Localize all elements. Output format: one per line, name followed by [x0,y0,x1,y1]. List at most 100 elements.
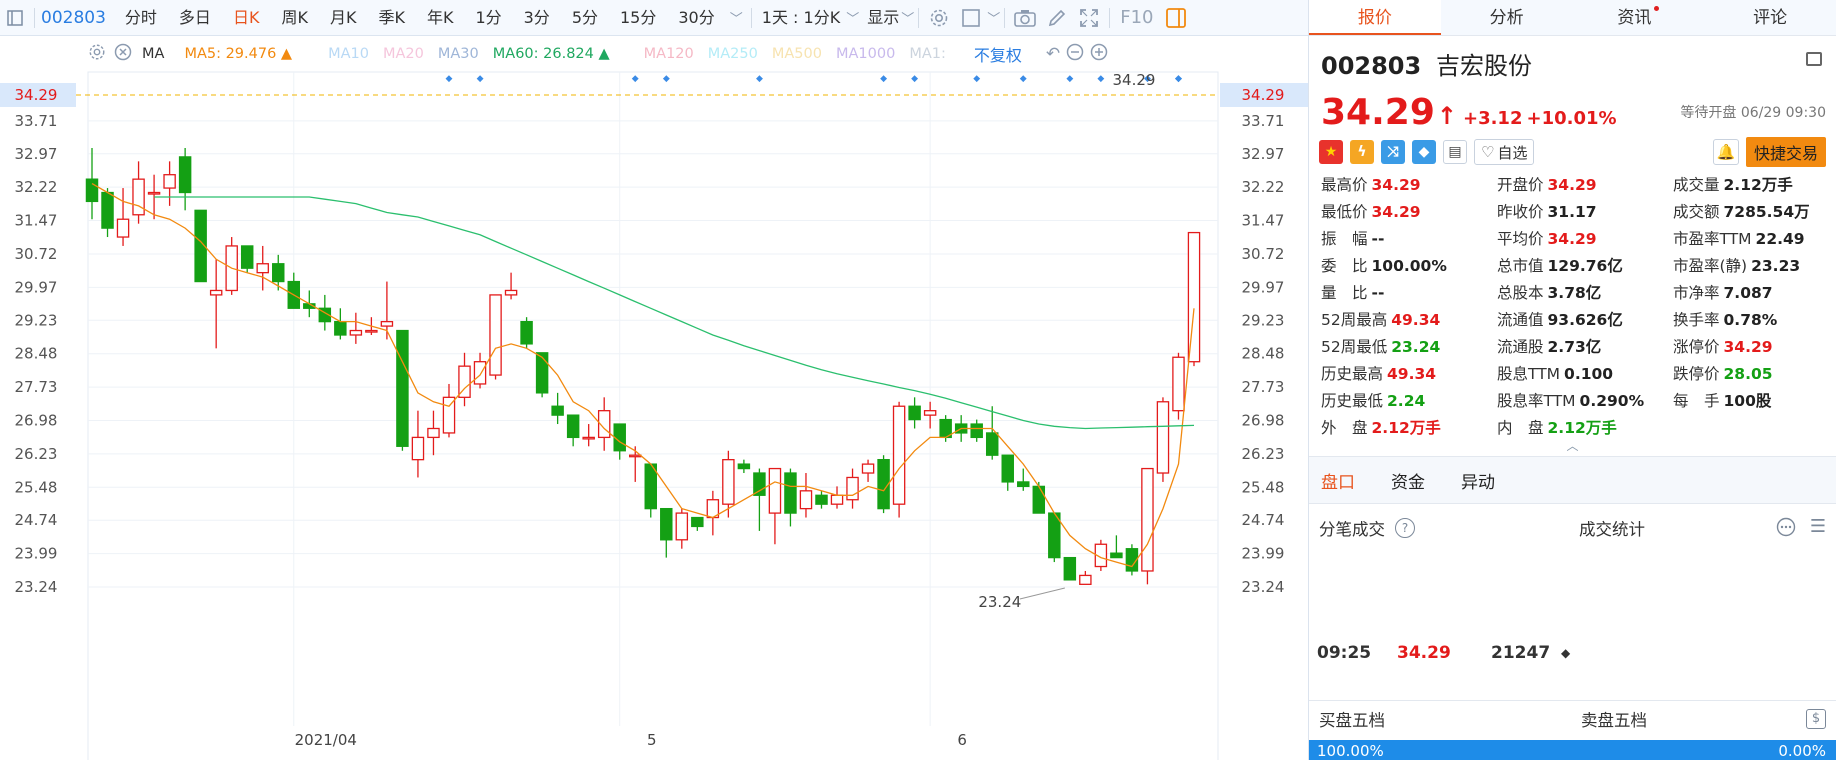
ticks-title[interactable]: 分笔成交 [1319,520,1385,539]
more-icon[interactable] [1776,517,1796,541]
ma-label[interactable]: MA [142,46,165,62]
close-icon[interactable] [114,43,132,65]
fullscreen-icon[interactable] [1073,0,1105,36]
tab-analysis[interactable]: 分析 [1489,8,1524,28]
quick-trade-button[interactable]: 快捷交易 [1745,137,1826,167]
stat-label: 市净率 [1673,284,1720,302]
pen-draw-icon[interactable] [1041,0,1073,36]
quote-code: 002803 [1321,52,1422,80]
help-icon[interactable]: ? [1395,518,1415,538]
candle-body [815,494,828,505]
chevron-down-icon[interactable]: ﹀ [901,12,915,27]
bell-icon[interactable]: 🔔 [1712,139,1739,165]
period-tab-5min[interactable]: 5分 [571,7,598,27]
list-icon[interactable]: ☰ [1809,516,1826,537]
divider [34,7,35,28]
panel-toggle-icon[interactable] [1160,0,1192,36]
period-tab-1min[interactable]: 1分 [475,7,502,27]
ma120-toggle[interactable]: MA120 [643,46,694,62]
candle-body [272,263,285,283]
x-tick-label: 5 [647,731,657,749]
candle-body [427,427,440,439]
candle-body [473,361,487,385]
stat-value: -- [1371,230,1385,248]
period-tab-daily[interactable]: 日K [232,7,260,27]
period-tab-weekly[interactable]: 周K [281,7,308,27]
price-change: +3.12 [1462,108,1523,129]
y-tick-label-left: 24.74 [15,511,58,529]
ma250-toggle[interactable]: MA250 [707,46,758,62]
ma500-toggle[interactable]: MA500 [771,46,822,62]
period-tab-multiday[interactable]: 多日 [178,7,211,27]
candle-body [458,365,471,398]
ma1000-toggle[interactable]: MA1000 [835,46,896,62]
stat-label: 市盈率(静) [1673,257,1748,275]
ma10-toggle[interactable]: MA10 [328,46,369,62]
adjust-toggle[interactable]: 不复权 [973,46,1022,65]
undo-icon[interactable]: ↶ [1045,44,1061,64]
y-tick-label-right: 30.72 [1242,245,1285,263]
period-tab-yearly[interactable]: 年K [426,7,454,27]
expand-icon[interactable] [1806,52,1822,66]
tick-price: 34.29 [1397,643,1451,663]
tab-capital[interactable]: 资金 [1391,472,1425,493]
lightning-icon[interactable]: ϟ [1350,140,1374,164]
stat-label: 成交量 [1673,176,1720,194]
ma20-toggle[interactable]: MA20 [382,46,424,62]
sell-five-label: 卖盘五档 [1581,710,1647,730]
stat-label: 量 比 [1321,284,1368,302]
interval-selector[interactable]: 1天 : 1分K [761,7,841,27]
diamond-icon: ◆ [1561,646,1571,660]
ticks-stats-title[interactable]: 成交统计 [1579,520,1645,539]
settings-icon[interactable] [88,43,106,65]
tag-icon[interactable]: ◆ [1412,140,1436,164]
f10-button[interactable]: F10 [1120,6,1154,28]
period-tab-monthly[interactable]: 月K [329,7,357,27]
stat-value: 31.17 [1547,203,1597,221]
tab-comments[interactable]: 评论 [1753,8,1788,28]
tab-news[interactable]: 资讯 [1573,0,1705,35]
y-tick-label-right: 32.22 [1242,178,1285,196]
detail-tabs: 盘口 资金 异动 [1309,456,1836,504]
event-marker-icon: ◆ [1020,74,1027,84]
dollar-icon[interactable]: $ [1806,708,1826,729]
candle-body [970,423,983,439]
tab-quote[interactable]: 报价 [1309,0,1441,35]
candlestick-chart[interactable]: 34.29 34.29 33.71 33.71 32.97 32.97 32.22 32.22… [0,36,1308,760]
stat-value: 34.29 [1547,230,1597,248]
chevron-down-icon[interactable]: ﹀ [987,12,1001,27]
zoom-out-icon[interactable] [1066,43,1084,65]
stat-value: 22.49 [1755,230,1805,248]
sidebar-toggle-icon[interactable] [0,0,30,36]
shuffle-icon[interactable]: ⤨ [1381,140,1405,164]
camera-icon[interactable] [1009,0,1041,36]
period-tab-quarterly[interactable]: 季K [378,7,405,27]
chevron-down-icon[interactable]: ﹀ [729,12,743,27]
period-tab-intraday[interactable]: 分时 [124,7,157,27]
stat-value: 7.087 [1723,284,1773,302]
watchlist-button[interactable]: ♡ 自选 [1474,139,1535,165]
period-tab-30min[interactable]: 30分 [678,7,715,27]
candle-body [178,156,192,194]
y-tick-label-right: 26.23 [1242,445,1285,463]
box-select-icon[interactable] [955,0,987,36]
period-tab-3min[interactable]: 3分 [523,7,550,27]
kline-chart-area[interactable]: MA MA5: 29.476 ▲ MA10 MA20 MA30 MA60: 26… [0,36,1308,760]
tab-anomaly[interactable]: 异动 [1461,472,1495,493]
stat-cell: 流通值 93.626亿 [1497,309,1673,332]
settings-icon[interactable] [923,0,955,36]
y-tick-label-right: 23.99 [1242,545,1285,563]
chevron-down-icon[interactable]: ﹀ [846,12,860,27]
display-menu[interactable]: 显示 [867,7,900,27]
candle-body [861,463,875,474]
collapse-caret-icon[interactable]: ︿ [1566,439,1579,453]
stat-cell: 开盘价 34.29 [1497,174,1673,197]
ma-extra-toggle[interactable]: MA1: [909,46,946,62]
stat-cell: 内 盘 2.12万手 [1497,417,1673,440]
candle-body [737,463,751,470]
ma30-toggle[interactable]: MA30 [437,46,479,62]
period-tab-15min[interactable]: 15分 [620,7,657,27]
tab-orderbook[interactable]: 盘口 [1321,472,1355,493]
note-icon[interactable]: ▤ [1443,140,1467,164]
zoom-in-icon[interactable] [1090,43,1108,65]
